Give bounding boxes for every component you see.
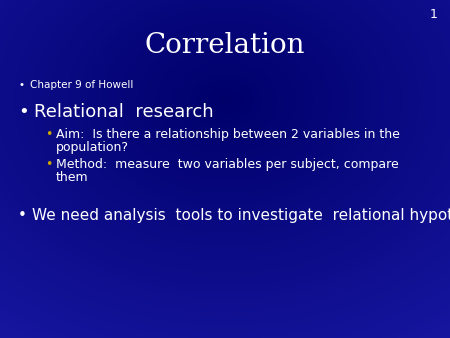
Text: •: • [45, 158, 52, 171]
Text: Correlation: Correlation [145, 32, 305, 59]
Text: Chapter 9 of Howell: Chapter 9 of Howell [30, 80, 133, 90]
Text: •: • [18, 80, 24, 90]
Text: •: • [45, 128, 52, 141]
Text: them: them [56, 171, 89, 184]
Text: •: • [18, 208, 27, 223]
Text: Relational  research: Relational research [34, 103, 214, 121]
Text: We need analysis  tools to investigate  relational hypotheses: We need analysis tools to investigate re… [32, 208, 450, 223]
Text: 1: 1 [430, 8, 438, 21]
Text: population?: population? [56, 141, 129, 154]
Text: •: • [18, 103, 29, 121]
Text: Aim:  Is there a relationship between 2 variables in the: Aim: Is there a relationship between 2 v… [56, 128, 400, 141]
Text: Method:  measure  two variables per subject, compare: Method: measure two variables per subjec… [56, 158, 399, 171]
